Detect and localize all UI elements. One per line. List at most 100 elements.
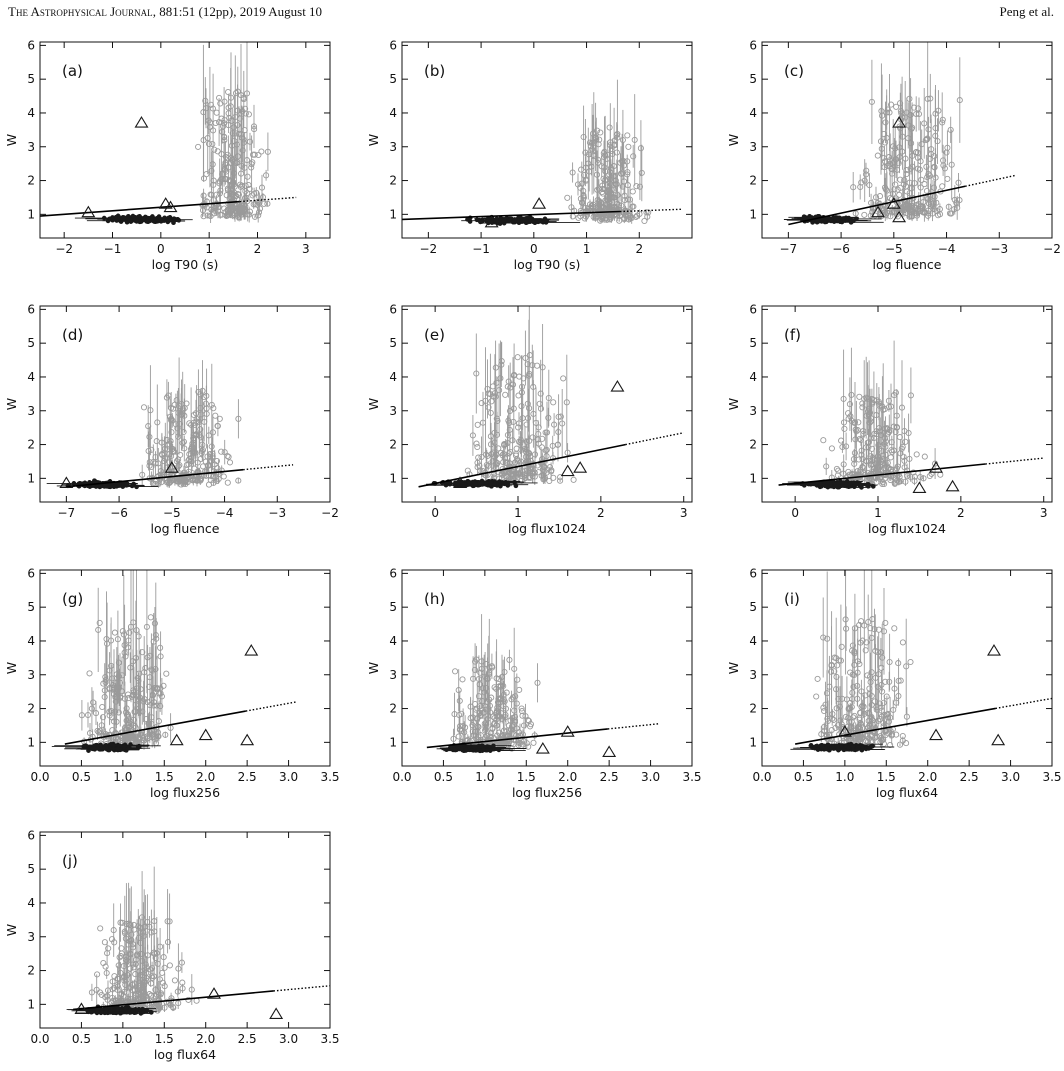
dark-points [782,479,878,490]
x-axis-label: log T90 (s) [152,257,219,272]
panel-d: −7 −6 −5 −4 −3 −2 1 2 3 4 5 6 log fluence W (d) [4,302,339,536]
y-tick-label: 3 [749,404,757,418]
gray-point [511,713,519,720]
y-axis-label: W [726,398,741,410]
gray-point [245,181,252,189]
gray-point [486,702,493,709]
y-tick-label: 5 [27,600,35,614]
x-tick-label: 0 [791,506,799,520]
panel-label: (a) [62,62,83,80]
gray-point [599,214,606,221]
gray-point [452,668,459,675]
plot-area [418,306,684,489]
gray-point [856,393,863,400]
x-tick-label: 1 [205,242,213,256]
gray-point [514,676,521,683]
triangle-marker [892,116,907,128]
x-tick-label: −1 [472,242,490,256]
gray-point [212,119,219,127]
gray-point [889,160,896,167]
plot-frame [39,305,331,503]
gray-point [515,424,522,431]
dark-point [171,216,177,222]
gray-point [197,426,204,433]
gray-point [147,614,154,621]
gray-point [904,472,911,479]
y-axis-label: W [4,662,19,674]
gray-point [910,104,918,111]
gray-point [251,126,258,133]
gray-point [457,726,464,733]
gray-point [948,210,955,217]
gray-point [494,713,501,720]
gray-point [882,139,889,146]
gray-point [858,179,865,186]
y-tick-label: 3 [27,140,35,154]
gray-point [834,472,841,479]
gray-point [227,187,234,194]
plot-frame [39,569,331,767]
x-axis-label: log fluence [150,521,219,536]
gray-point [487,409,494,416]
gray-points [564,79,652,225]
gray-point [250,151,257,158]
y-tick-label: 4 [749,370,757,384]
gray-point [530,739,537,746]
gray-point [504,383,511,390]
gray-point [140,404,148,411]
gray-point [885,465,892,472]
gray-point [619,183,626,190]
gray-point [887,466,894,473]
plot-frame [401,305,693,503]
gray-point [535,436,542,443]
y-tick-label: 3 [27,404,35,418]
gray-point [930,184,937,191]
dark-point [472,744,477,750]
y-tick-label: 6 [27,302,35,316]
gray-point [580,194,587,201]
triangle-marker [560,725,575,737]
gray-point [502,391,509,398]
dark-points [436,742,527,754]
dark-point [817,218,822,224]
y-tick-label: 4 [389,106,397,120]
y-tick-label: 2 [749,438,757,452]
panel-label: (d) [62,326,83,344]
gray-point [205,481,213,488]
gray-point [148,696,155,703]
gray-point [472,706,479,713]
dark-point [488,480,493,486]
fit-line-extension [607,723,659,730]
dark-point [492,482,497,488]
x-tick-label: −4 [938,242,956,256]
gray-point [859,404,866,411]
gray-point [509,694,517,701]
fit-line-extension [245,701,297,712]
y-tick-label: 6 [27,566,35,580]
gray-point [493,379,500,386]
x-tick-label: −2 [1043,242,1061,256]
gray-point [536,400,543,407]
gray-point [142,665,149,672]
gray-point [189,449,196,456]
y-tick-label: 4 [27,634,35,648]
gray-point [158,479,165,486]
triangle-marker [453,476,467,488]
gray-point [473,440,480,447]
gray-point [828,445,835,452]
gray-point [888,166,895,173]
y-tick-label: 1 [749,207,757,221]
gray-point [151,685,158,692]
gray-point [255,209,263,216]
plot-frame [401,569,693,767]
gray-point [182,480,189,488]
gray-point [546,477,553,485]
gray-point [855,419,862,426]
gray-point [624,132,631,139]
dark-point [491,743,496,749]
gray-point [96,619,103,626]
dark-point [449,745,455,751]
gray-point [131,708,138,715]
gray-point [534,362,541,369]
gray-point [892,428,899,436]
